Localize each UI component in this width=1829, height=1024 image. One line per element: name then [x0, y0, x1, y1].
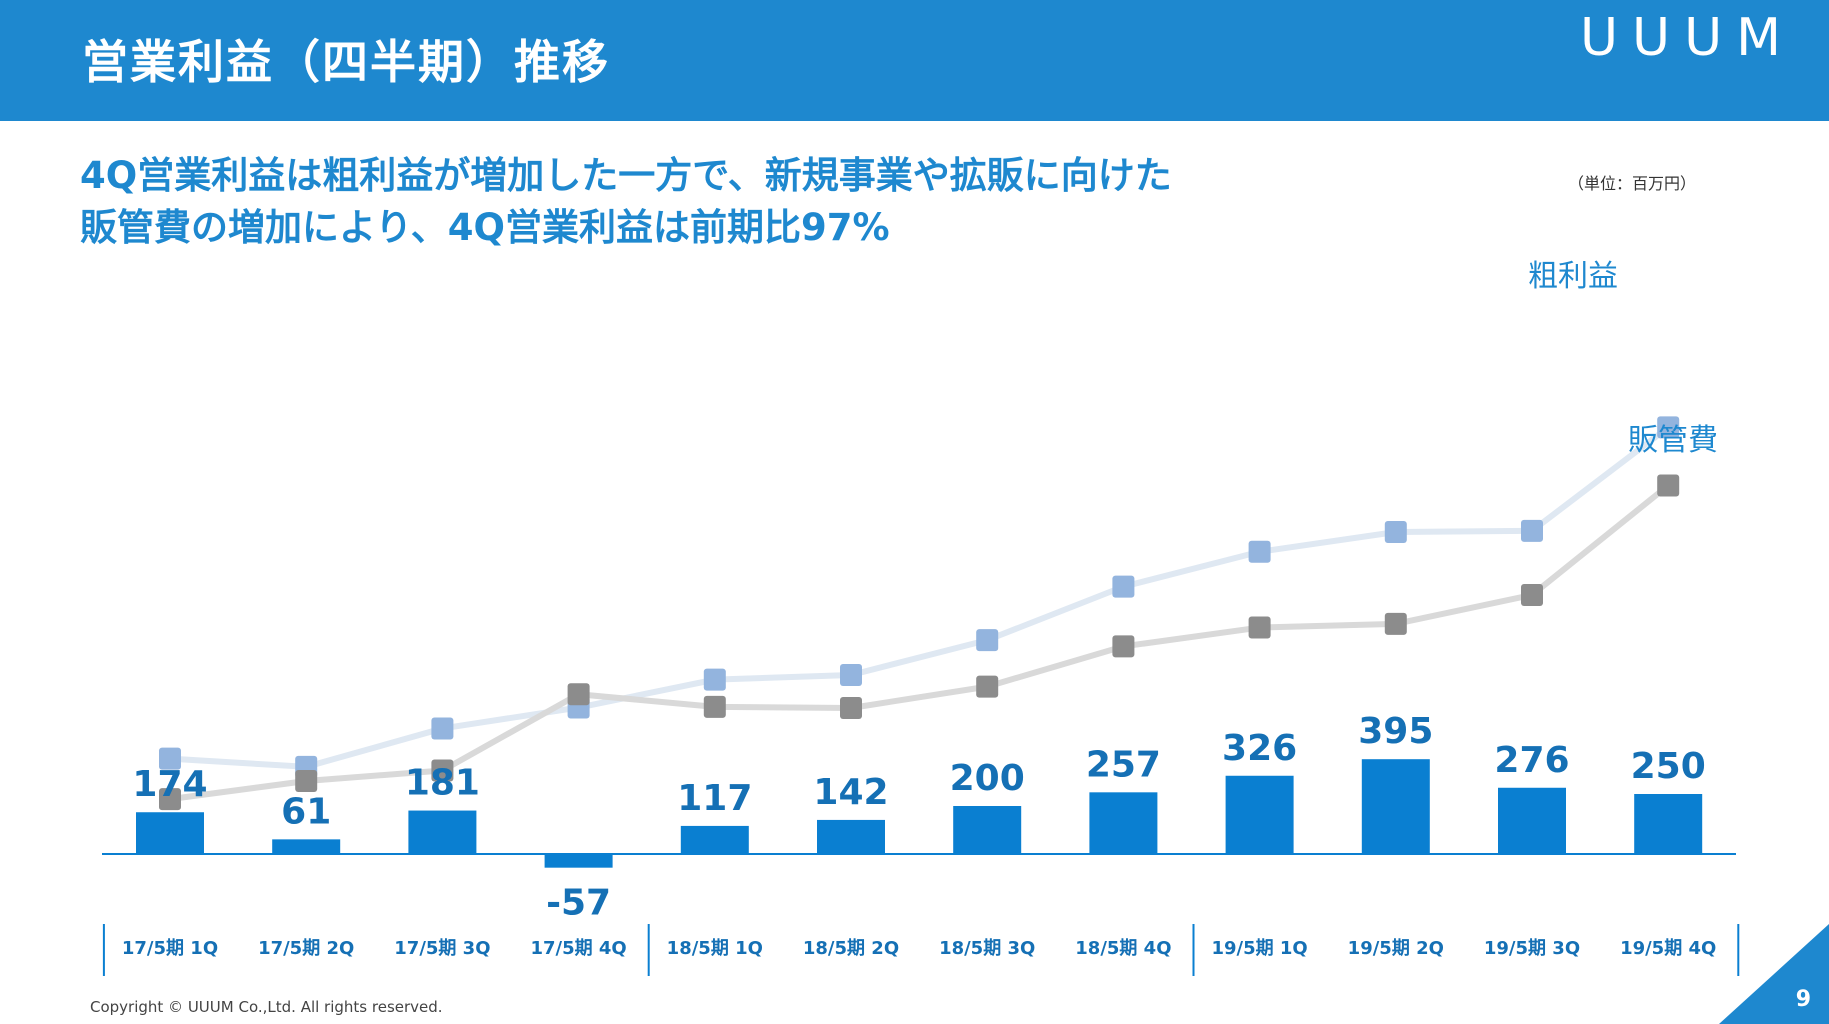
page-corner-decoration — [1719, 924, 1829, 1024]
sga-point-6 — [840, 696, 862, 719]
sga-point-5 — [703, 695, 726, 718]
headline-line-1: 4Q営業利益は粗利益が増加した一方で、新規事業や拡販に向けた — [80, 154, 1172, 197]
category-label-12: 19/5期 4Q — [1620, 938, 1716, 959]
bar-6 — [817, 819, 885, 854]
category-label-8: 18/5期 4Q — [1075, 938, 1171, 959]
bar-9 — [1225, 775, 1294, 854]
sga-point-8 — [1112, 635, 1135, 658]
category-label-1: 17/5期 1Q — [122, 938, 218, 959]
value-label-6: 142 — [813, 772, 888, 813]
sga-point-9 — [1248, 616, 1271, 639]
gross-profit-point-6 — [840, 663, 862, 686]
gross-profit-point-8 — [1112, 575, 1135, 598]
gross-profit-point-5 — [703, 668, 726, 691]
bar-5 — [680, 825, 749, 854]
page-title: 営業利益（四半期）推移 — [82, 35, 610, 89]
bar-7 — [953, 806, 1022, 854]
bar-4 — [544, 854, 613, 868]
category-label-5: 18/5期 1Q — [667, 938, 763, 959]
value-label-1: 174 — [132, 764, 207, 805]
bar-11 — [1498, 787, 1566, 854]
sga-point-3 — [431, 759, 454, 782]
header-bar: 営業利益（四半期）推移 UUUM — [0, 0, 1829, 121]
copyright: Copyright © UUUM Co.,Ltd. All rights res… — [90, 998, 443, 1016]
gross-profit-point-11 — [1521, 519, 1543, 542]
category-label-11: 19/5期 3Q — [1484, 938, 1580, 959]
value-label-12: 250 — [1631, 746, 1706, 787]
value-label-9: 326 — [1222, 728, 1297, 769]
value-label-7: 200 — [950, 758, 1025, 799]
sga-point-7 — [976, 675, 999, 698]
bar-8 — [1089, 792, 1158, 854]
headline-line-2: 販管費の増加により、4Q営業利益は前期比97% — [80, 206, 890, 249]
value-label-11: 276 — [1494, 740, 1569, 781]
sga-series-label: 販管費 — [1628, 423, 1718, 458]
category-label-9: 19/5期 1Q — [1211, 938, 1307, 959]
gross-profit-point-3 — [431, 717, 454, 740]
bar-2 — [272, 839, 341, 854]
bar-3 — [408, 810, 477, 854]
page-number: 9 — [1795, 987, 1811, 1012]
category-label-2: 17/5期 2Q — [258, 938, 354, 959]
bar-10 — [1361, 759, 1430, 854]
gross-profit-series-label: 粗利益 — [1528, 259, 1618, 294]
category-label-7: 18/5期 3Q — [939, 938, 1035, 959]
value-label-2: 61 — [281, 791, 331, 832]
sga-point-10 — [1384, 612, 1407, 635]
sga-point-2 — [295, 769, 318, 792]
value-label-4: -57 — [546, 883, 611, 924]
category-label-10: 19/5期 2Q — [1348, 938, 1444, 959]
value-label-5: 117 — [677, 778, 752, 819]
sga-point-12 — [1657, 474, 1680, 497]
gross-profit-point-10 — [1384, 520, 1407, 543]
gross-profit-point-1 — [159, 747, 181, 770]
gross-profit-point-12 — [1657, 416, 1680, 439]
value-label-3: 181 — [405, 763, 480, 804]
value-label-10: 395 — [1358, 711, 1433, 752]
sga-point-11 — [1521, 583, 1543, 606]
headline: 4Q営業利益は粗利益が増加した一方で、新規事業や拡販に向けた 販管費の増加により… — [80, 150, 1172, 254]
uuum-logo: UUUM — [1579, 8, 1795, 68]
category-label-3: 17/5期 3Q — [394, 938, 490, 959]
sga-point-4 — [567, 683, 590, 706]
category-label-4: 17/5期 4Q — [530, 938, 626, 959]
category-label-6: 18/5期 2Q — [803, 938, 899, 959]
sga-line — [169, 483, 1671, 803]
gross-profit-line — [169, 424, 1671, 770]
gross-profit-point-7 — [976, 629, 999, 652]
unit-label: （単位：百万円） — [1568, 174, 1697, 193]
bar-12 — [1634, 794, 1703, 854]
sga-point-1 — [159, 788, 181, 811]
bar-1 — [136, 812, 204, 854]
value-label-8: 257 — [1086, 744, 1161, 785]
gross-profit-point-9 — [1248, 540, 1271, 563]
